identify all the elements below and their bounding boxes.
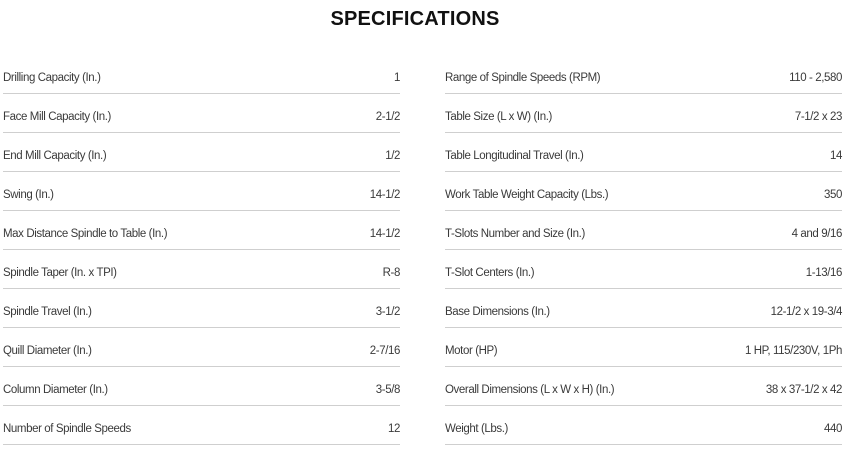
spec-value: 12-1/2 x 19-3/4 — [770, 306, 843, 318]
spec-label: Face Mill Capacity (In.) — [3, 111, 111, 123]
spec-label: Range of Spindle Speeds (RPM) — [445, 72, 601, 84]
spec-label: Spindle Travel (In.) — [3, 306, 92, 318]
spec-row: T-Slots Number and Size (In.) 4 and 9/16 — [445, 211, 842, 250]
spec-value: 110 - 2,580 — [789, 72, 842, 84]
spec-row: Column Diameter (In.) 3-5/8 — [3, 367, 400, 406]
spec-label: Base Dimensions (In.) — [445, 306, 550, 318]
spec-row: Swing (In.) 14-1/2 — [3, 172, 400, 211]
spec-row: Overall Dimensions (L x W x H) (In.) 38 x… — [445, 367, 842, 406]
spec-label: Motor (HP) — [445, 345, 498, 357]
spec-label: Quill Diameter (In.) — [3, 345, 92, 357]
spec-value: 440 — [824, 423, 842, 435]
spec-row: Spindle Taper (In. x TPI) R-8 — [3, 250, 400, 289]
spec-label: Spindle Taper (In. x TPI) — [3, 267, 117, 279]
spec-label: End Mill Capacity (In.) — [3, 150, 107, 162]
spec-value: 2-1/2 — [375, 111, 401, 123]
spec-value: 12 — [388, 423, 400, 435]
spec-row: Table Size (L x W) (In.) 7-1/2 x 23 — [445, 94, 842, 133]
spec-label: Number of Spindle Speeds — [3, 423, 131, 435]
spec-value: 1-13/16 — [805, 267, 843, 279]
spec-label: Drilling Capacity (In.) — [3, 72, 101, 84]
spec-row: Number of Spindle Speeds 12 — [3, 406, 400, 445]
spec-value: 1/2 — [385, 150, 400, 162]
spec-row: End Mill Capacity (In.) 1/2 — [3, 133, 400, 172]
spec-value: 7-1/2 x 23 — [794, 111, 843, 123]
spec-value: 14 — [830, 150, 842, 162]
spec-label: Table Size (L x W) (In.) — [445, 111, 552, 123]
spec-row: Spindle Travel (In.) 3-1/2 — [3, 289, 400, 328]
spec-label: Swing (In.) — [3, 189, 54, 201]
spec-row: Quill Diameter (In.) 2-7/16 — [3, 328, 400, 367]
specs-right-column: Range of Spindle Speeds (RPM) 110 - 2,580… — [445, 55, 842, 445]
spec-value: 1 — [394, 72, 400, 84]
spec-row: Face Mill Capacity (In.) 2-1/2 — [3, 94, 400, 133]
spec-row: Table Longitudinal Travel (In.) 14 — [445, 133, 842, 172]
spec-label: Column Diameter (In.) — [3, 384, 108, 396]
spec-label: Max Distance Spindle to Table (In.) — [3, 228, 168, 240]
spec-value: 38 x 37-1/2 x 42 — [765, 384, 842, 396]
spec-value: 1 HP, 115/230V, 1Ph — [744, 345, 842, 357]
specs-left-column: Drilling Capacity (In.) 1 Face Mill Capaci… — [3, 55, 400, 445]
spec-value: R-8 — [382, 267, 401, 279]
spec-row: Max Distance Spindle to Table (In.) 14-1/… — [3, 211, 400, 250]
spec-value: 350 — [824, 189, 842, 201]
spec-row: Range of Spindle Speeds (RPM) 110 - 2,580 — [445, 55, 842, 94]
spec-value: 3-5/8 — [375, 384, 401, 396]
spec-value: 3-1/2 — [375, 306, 401, 318]
spec-label: T-Slot Centers (In.) — [445, 267, 535, 279]
spec-value: 14-1/2 — [369, 228, 401, 240]
spec-row: T-Slot Centers (In.) 1-13/16 — [445, 250, 842, 289]
spec-row: Weight (Lbs.) 440 — [445, 406, 842, 445]
spec-row: Work Table Weight Capacity (Lbs.) 350 — [445, 172, 842, 211]
spec-label: Work Table Weight Capacity (Lbs.) — [445, 189, 609, 201]
spec-row: Drilling Capacity (In.) 1 — [3, 55, 400, 94]
spec-label: T-Slots Number and Size (In.) — [445, 228, 585, 240]
spec-value: 4 and 9/16 — [791, 228, 843, 240]
spec-row: Motor (HP) 1 HP, 115/230V, 1Ph — [445, 328, 842, 367]
spec-value: 14-1/2 — [369, 189, 401, 201]
spec-label: Table Longitudinal Travel (In.) — [445, 150, 584, 162]
spec-label: Weight (Lbs.) — [445, 423, 508, 435]
spec-row: Base Dimensions (In.) 12-1/2 x 19-3/4 — [445, 289, 842, 328]
spec-value: 2-7/16 — [369, 345, 401, 357]
spec-label: Overall Dimensions (L x W x H) (In.) — [445, 384, 615, 396]
page-title: SPECIFICATIONS — [330, 8, 500, 30]
